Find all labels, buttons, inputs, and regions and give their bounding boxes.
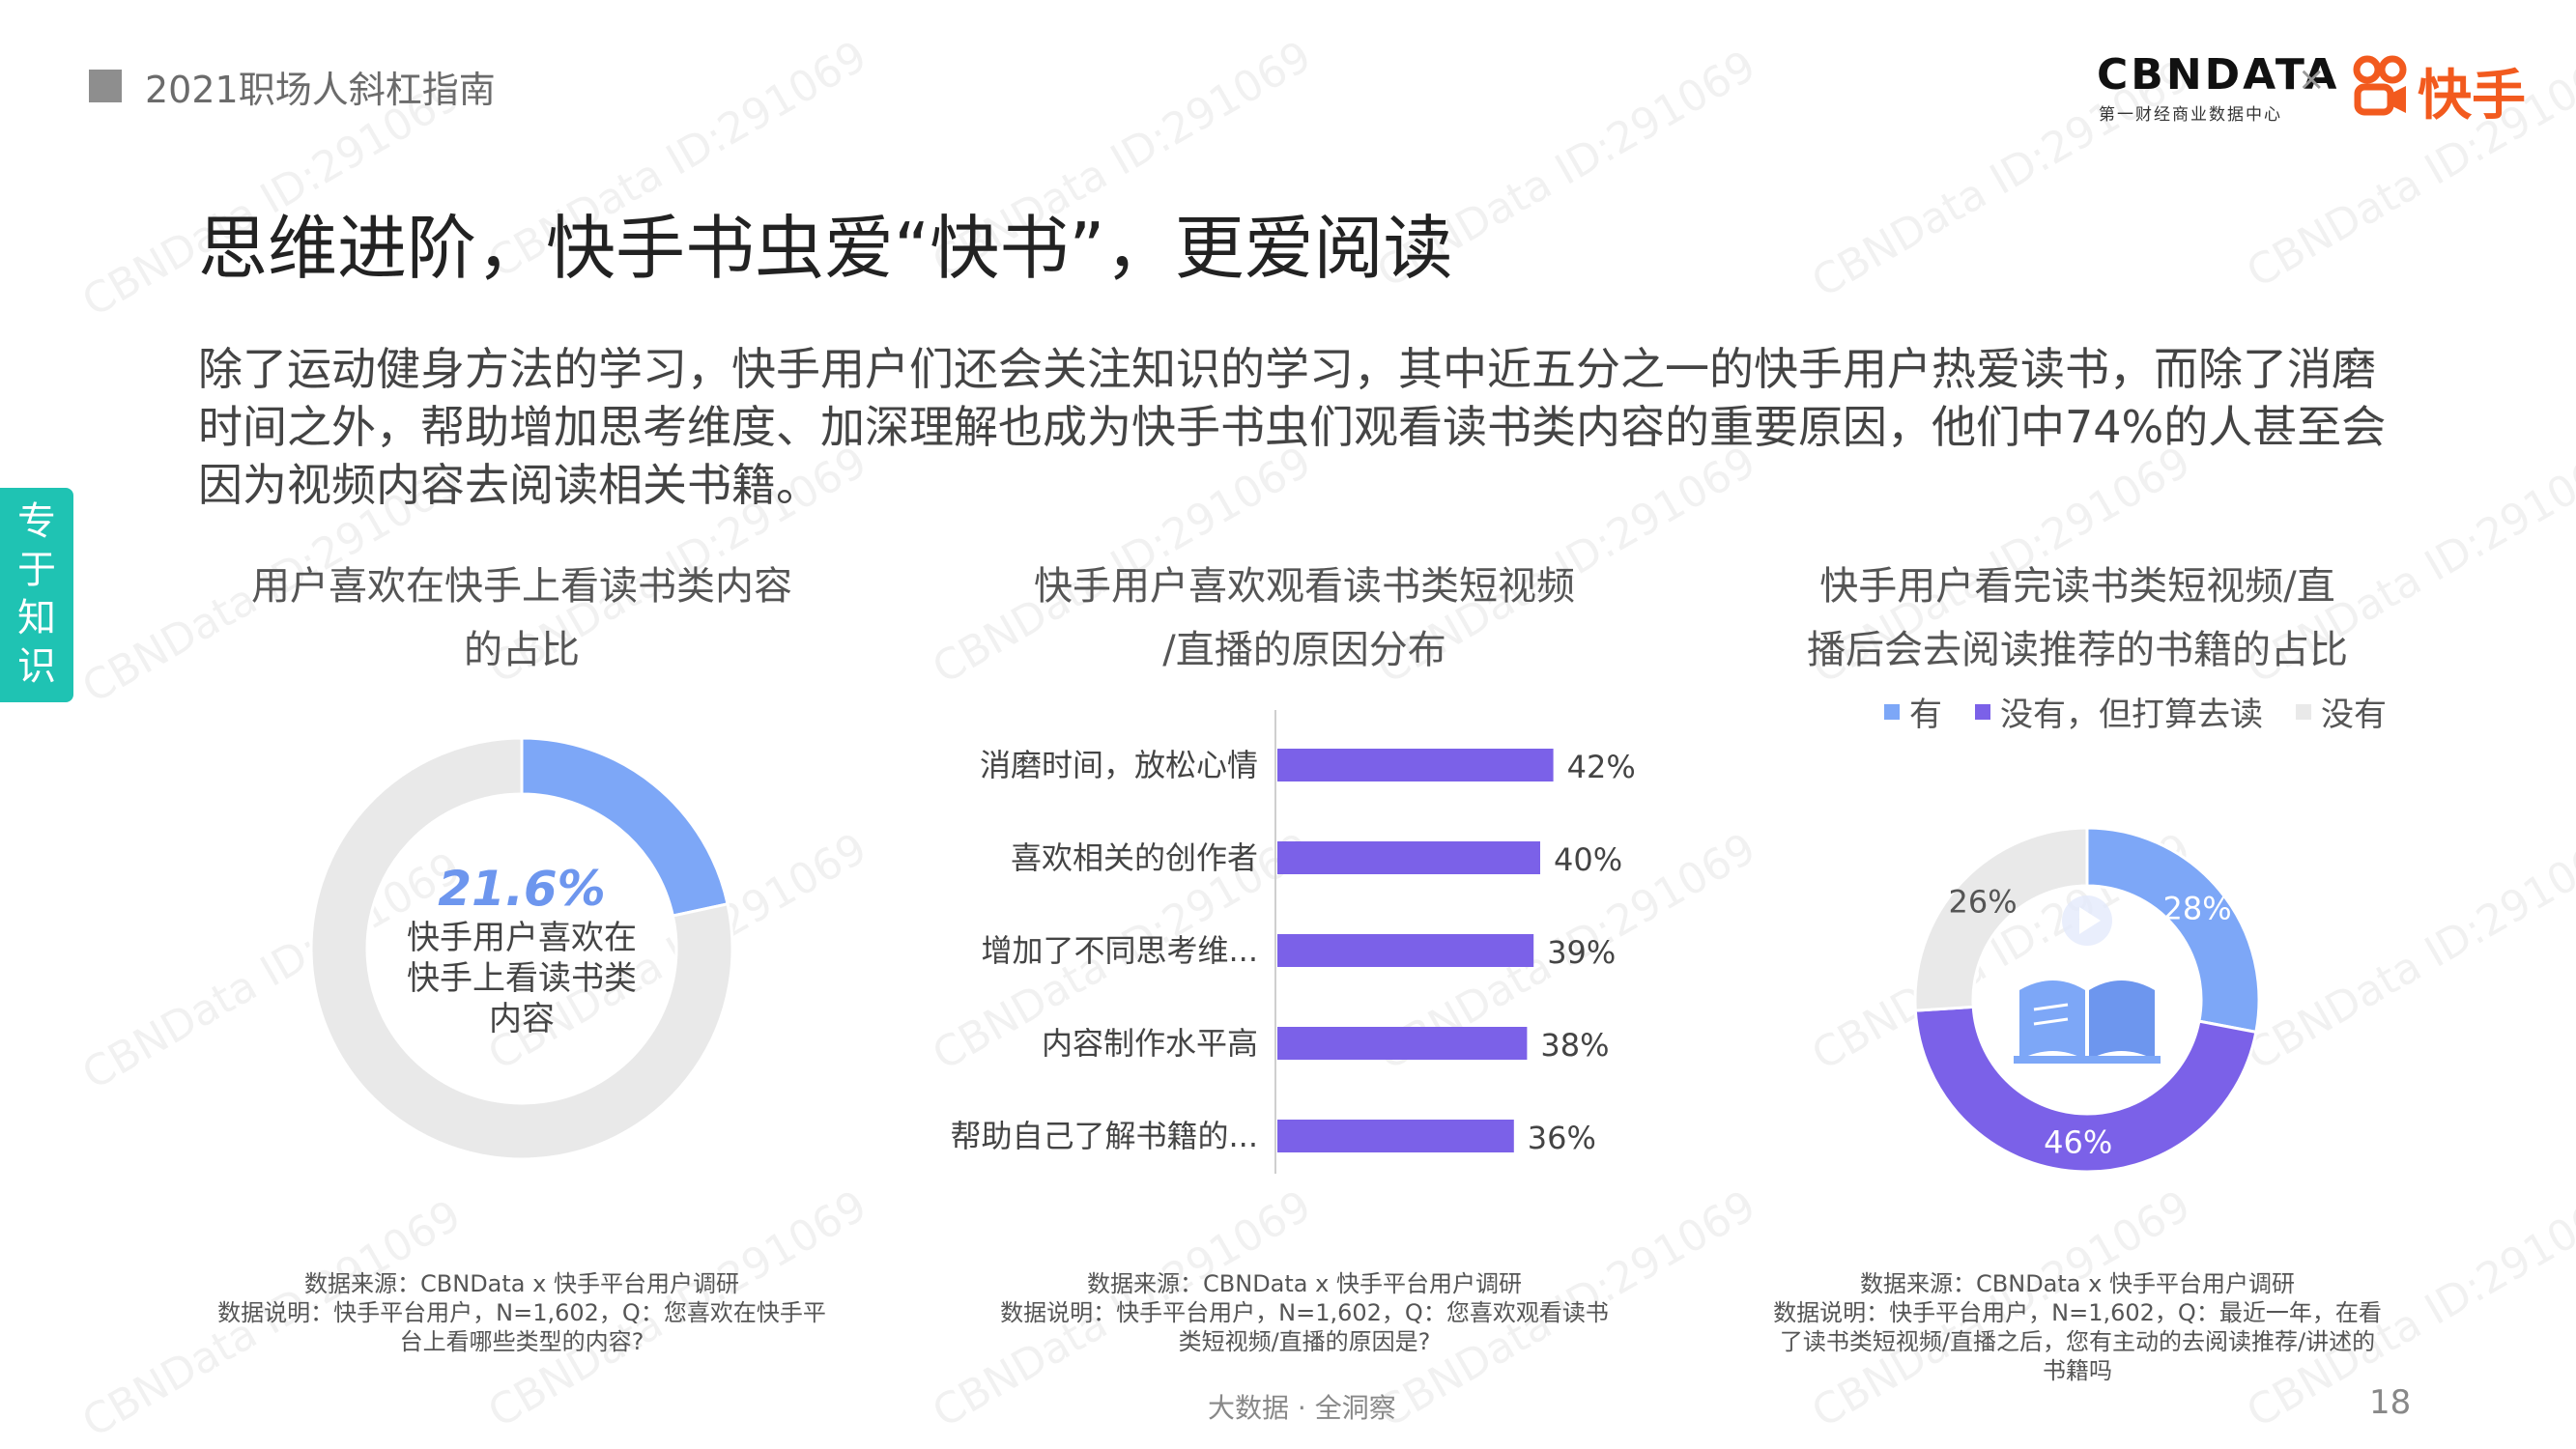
left-donut-slice [309,736,734,1161]
left-chart-footnote: 数据来源：CBNData x 快手平台用户调研 数据说明：快手平台用户，N=1,… [193,1269,850,1356]
left-chart-title-line2: 的占比 [464,628,580,672]
side-tab [0,488,73,702]
page-number: 18 [2369,1383,2412,1422]
left-chart-title-line1: 用户喜欢在快手上看读书类内容 [251,564,792,609]
right-donut-value-label: 28% [2162,891,2231,927]
bar-category-label: 帮助自己了解书籍的... [950,1118,1258,1154]
footnote-line: 数据来源：CBNData x 快手平台用户调研 [304,1270,739,1297]
legend-swatch [2296,703,2311,720]
cbndata-logo-subtitle: 第一财经商业数据中心 [2099,105,2282,125]
footnote-line: 了读书类短视频/直播之后，您有主动的去阅读推荐/讲述的 [1779,1328,2376,1355]
footnote-line: 数据来源：CBNData x 快手平台用户调研 [1087,1270,1522,1297]
bar [1277,1120,1514,1152]
middle-chart-title-line1: 快手用户喜欢观看读书类短视频 [1034,564,1575,609]
bar [1277,841,1540,874]
bar-value-label: 36% [1528,1120,1596,1156]
right-donut-slice [2085,826,2261,1035]
middle-bar-chart: 消磨时间，放松心情 42% 喜欢相关的创作者 40% 增加了不同思考维... 39% 内容制… [950,710,1636,1174]
legend-label: 有 [1909,696,1942,734]
right-donut-chart: 28% 46% 26% [1913,826,2261,1174]
left-donut-center-label-line: 快手用户喜欢在 [407,919,637,957]
footnote-line: 数据说明：快手平台用户，N=1,602，Q：您喜欢观看读书 [1000,1299,1609,1326]
right-donut-value-label: 26% [1949,884,2018,921]
right-chart-footnote: 数据来源：CBNData x 快手平台用户调研 数据说明：快手平台用户，N=1,… [1739,1269,2416,1385]
side-tab-label: 专于知识 [17,499,56,689]
footnote-line: 类短视频/直播的原因是? [1178,1328,1431,1355]
right-chart-legend: 有 没有，但打算去读 没有 [1884,688,2464,735]
legend-swatch [1975,703,1990,720]
left-donut-center-label-line: 内容 [489,1000,555,1038]
right-chart-title-line2: 播后会去阅读推荐的书籍的占比 [1807,628,2348,672]
left-donut-center-label: 快手用户喜欢在 快手上看读书类 内容 [367,918,676,1039]
left-donut-chart [309,736,734,1161]
open-book-icon [2014,895,2161,1064]
legend-label: 没有，但打算去读 [2000,696,2263,734]
left-donut-center-label-line: 快手上看读书类 [407,959,637,998]
footnote-line: 台上看哪些类型的内容? [399,1328,644,1355]
left-donut-center: 21.6% 快手用户喜欢在 快手上看读书类 内容 [367,860,676,1039]
legend-label: 没有 [2321,696,2387,734]
report-title: 2021职场人斜杠指南 [145,69,496,111]
footnote-line: 书籍吗 [2043,1357,2112,1384]
cbndata-logo: CBNDATA [2097,50,2340,99]
bar-category-label: 喜欢相关的创作者 [1011,839,1258,876]
bar-value-label: 40% [1554,841,1622,878]
left-donut-center-value: 21.6% [438,861,606,917]
legend-item: 没有 [2296,688,2387,735]
right-donut-value-label: 46% [2044,1124,2112,1161]
right-chart-title-line1: 快手用户看完读书类短视频/直 [1819,564,2335,609]
bar [1277,934,1534,967]
bar-value-label: 38% [1540,1027,1609,1064]
left-chart-title: 用户喜欢在快手上看读书类内容 的占比 [193,554,850,682]
bar-category-label: 内容制作水平高 [1042,1025,1258,1062]
slide-title: 思维进阶，快手书虫爱“快书”，更爱阅读 [198,208,1453,289]
logo-separator: × [2298,60,2326,99]
kuaishou-logo-icon [2353,55,2407,116]
bar-category-label: 增加了不同思考维... [981,932,1258,969]
middle-chart-title-line2: /直播的原因分布 [1162,628,1446,672]
footnote-line: 数据来源：CBNData x 快手平台用户调研 [1860,1270,2295,1297]
kuaishou-logo-text: 快手 [2418,65,2526,128]
header-square-icon [89,70,122,102]
legend-item: 有 [1884,688,1942,735]
footer-tagline: 大数据 · 全洞察 [1208,1392,1396,1424]
bar-value-label: 39% [1547,934,1616,971]
watermark-text: CBNData ID:291069 [2238,823,2576,1081]
footnote-line: 数据说明：快手平台用户，N=1,602，Q：最近一年，在看 [1773,1299,2382,1326]
bar [1277,1027,1528,1060]
intro-paragraph: 除了运动健身方法的学习，快手用户们还会关注知识的学习，其中近五分之一的快手用户热… [198,343,2387,511]
middle-chart-title: 快手用户喜欢观看读书类短视频 /直播的原因分布 [966,554,1643,682]
bar-category-label: 消磨时间，放松心情 [980,747,1258,783]
bar-value-label: 42% [1567,749,1636,785]
right-donut-slice [1913,826,2089,1012]
bar [1277,749,1554,781]
right-donut-slice [1913,1005,2258,1174]
middle-chart-footnote: 数据来源：CBNData x 快手平台用户调研 数据说明：快手平台用户，N=1,… [966,1269,1643,1356]
legend-swatch [1884,703,1900,720]
legend-item: 没有，但打算去读 [1975,688,2263,735]
right-chart-title: 快手用户看完读书类短视频/直 播后会去阅读推荐的书籍的占比 [1739,554,2416,682]
footnote-line: 数据说明：快手平台用户，N=1,602，Q：您喜欢在快手平 [217,1299,826,1326]
